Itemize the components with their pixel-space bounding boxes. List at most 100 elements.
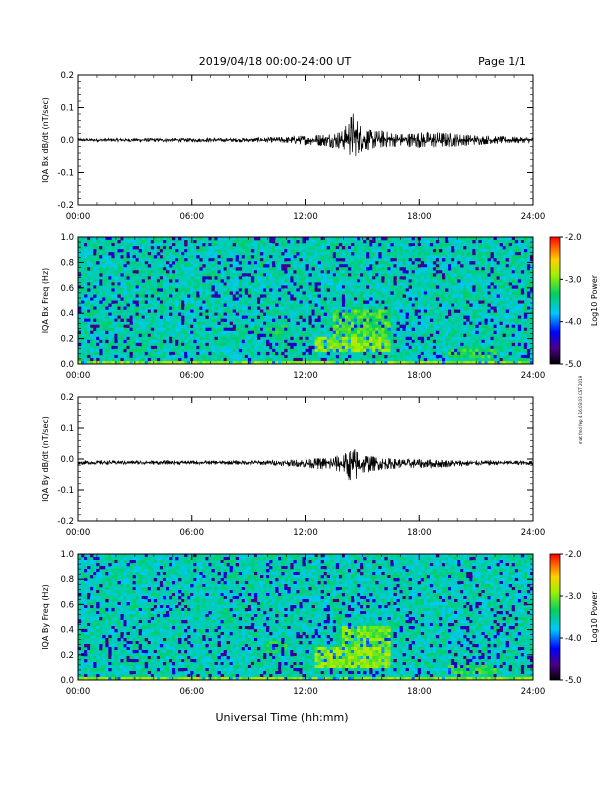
spectrogram-cell	[102, 282, 105, 285]
spectrogram-cell	[157, 608, 160, 611]
spectrogram-cell	[375, 349, 378, 352]
spectrogram-cell	[151, 656, 154, 659]
spectrogram-cell	[336, 276, 339, 279]
spectrogram-cell	[472, 273, 475, 276]
spectrogram-cell	[239, 252, 242, 255]
spectrogram-cell	[139, 322, 142, 325]
spectrogram-cell	[369, 255, 372, 258]
spectrogram-cell	[302, 294, 305, 297]
spectrogram-cell	[236, 267, 239, 270]
spectrogram-cell	[205, 246, 208, 249]
spectrogram-cell	[278, 328, 281, 331]
spectrogram-cell	[96, 617, 99, 620]
spectrogram-cell	[515, 249, 518, 252]
spectrogram-cell	[81, 605, 84, 608]
spectrogram-cell	[299, 340, 302, 343]
spectrogram-cell	[127, 578, 130, 581]
spectrogram-cell	[163, 294, 166, 297]
spectrogram-cell	[99, 301, 102, 304]
spectrogram-cell	[436, 319, 439, 322]
spectrogram-cell	[481, 334, 484, 337]
spectrogram-cell	[360, 352, 363, 355]
spectrogram-cell	[233, 349, 236, 352]
spectrogram-cell	[221, 340, 224, 343]
spectrogram-cell	[381, 276, 384, 279]
spectrogram-cell	[239, 288, 242, 291]
spectrogram-cell	[117, 270, 120, 273]
spectrogram-cell	[233, 240, 236, 243]
spectrogram-cell	[433, 261, 436, 264]
spectrogram-cell	[515, 246, 518, 249]
spectrogram-cell	[130, 355, 133, 358]
spectrogram-cell	[387, 297, 390, 300]
spectrogram-cell	[336, 249, 339, 252]
spectrogram-cell	[120, 572, 123, 575]
spectrogram-cell	[439, 243, 442, 246]
spectrogram-cell	[166, 665, 169, 668]
spectrogram-cell	[445, 334, 448, 337]
spectrogram-cell	[430, 349, 433, 352]
spectrogram-cell	[336, 319, 339, 322]
spectrogram-cell	[93, 656, 96, 659]
spectrogram-cell	[215, 273, 218, 276]
spectrogram-cell	[491, 301, 494, 304]
spectrogram-cell	[412, 346, 415, 349]
spectrogram-cell	[90, 644, 93, 647]
spectrogram-cell	[199, 343, 202, 346]
spectrogram-cell	[114, 270, 117, 273]
spectrogram-cell	[190, 246, 193, 249]
spectrogram-cell	[193, 593, 196, 596]
spectrogram-cell	[142, 346, 145, 349]
spectrogram-cell	[460, 349, 463, 352]
spectrogram-cell	[390, 322, 393, 325]
spectrogram-cell	[196, 578, 199, 581]
spectrogram-cell	[175, 557, 178, 560]
spectrogram-cell	[166, 557, 169, 560]
spectrogram-cell	[218, 252, 221, 255]
spectrogram-cell	[154, 560, 157, 563]
spectrogram-cell	[127, 331, 130, 334]
spectrogram-cell	[166, 617, 169, 620]
spectrogram-cell	[117, 291, 120, 294]
spectrogram-cell	[148, 358, 151, 361]
spectrogram-cell	[439, 316, 442, 319]
spectrogram-cell	[248, 261, 251, 264]
spectrogram-cell	[351, 246, 354, 249]
spectrogram-cell	[284, 267, 287, 270]
spectrogram-cell	[133, 668, 136, 671]
spectrogram-cell	[215, 587, 218, 590]
spectrogram-cell	[184, 656, 187, 659]
spectrogram-cell	[190, 276, 193, 279]
spectrogram-cell	[190, 593, 193, 596]
spectrogram-cell	[445, 307, 448, 310]
spectrogram-cell	[357, 297, 360, 300]
y-tick-label: -0.2	[57, 201, 74, 211]
spectrogram-cell	[251, 328, 254, 331]
spectrogram-cell	[481, 261, 484, 264]
spectrogram-cell	[93, 319, 96, 322]
spectrogram-cell	[105, 307, 108, 310]
spectrogram-cell	[108, 276, 111, 279]
spectrogram-cell	[120, 249, 123, 252]
spectrogram-cell	[218, 614, 221, 617]
spectrogram-cell	[181, 608, 184, 611]
spectrogram-cell	[357, 267, 360, 270]
spectrogram-cell	[393, 346, 396, 349]
spectrogram-cell	[105, 608, 108, 611]
spectrogram-cell	[339, 316, 342, 319]
spectrogram-cell	[469, 285, 472, 288]
spectrogram-cell	[281, 307, 284, 310]
spectrogram-cell	[290, 267, 293, 270]
spectrogram-cell	[248, 285, 251, 288]
spectrogram-cell	[321, 240, 324, 243]
spectrogram-cell	[527, 355, 530, 358]
spectrogram-cell	[211, 593, 214, 596]
spectrogram-cell	[199, 291, 202, 294]
spectrogram-cell	[151, 581, 154, 584]
spectrogram-cell	[475, 319, 478, 322]
spectrogram-cell	[318, 310, 321, 313]
spectrogram-cell	[466, 355, 469, 358]
spectrogram-cell	[484, 349, 487, 352]
spectrogram-cell	[390, 267, 393, 270]
spectrogram-cell	[221, 301, 224, 304]
